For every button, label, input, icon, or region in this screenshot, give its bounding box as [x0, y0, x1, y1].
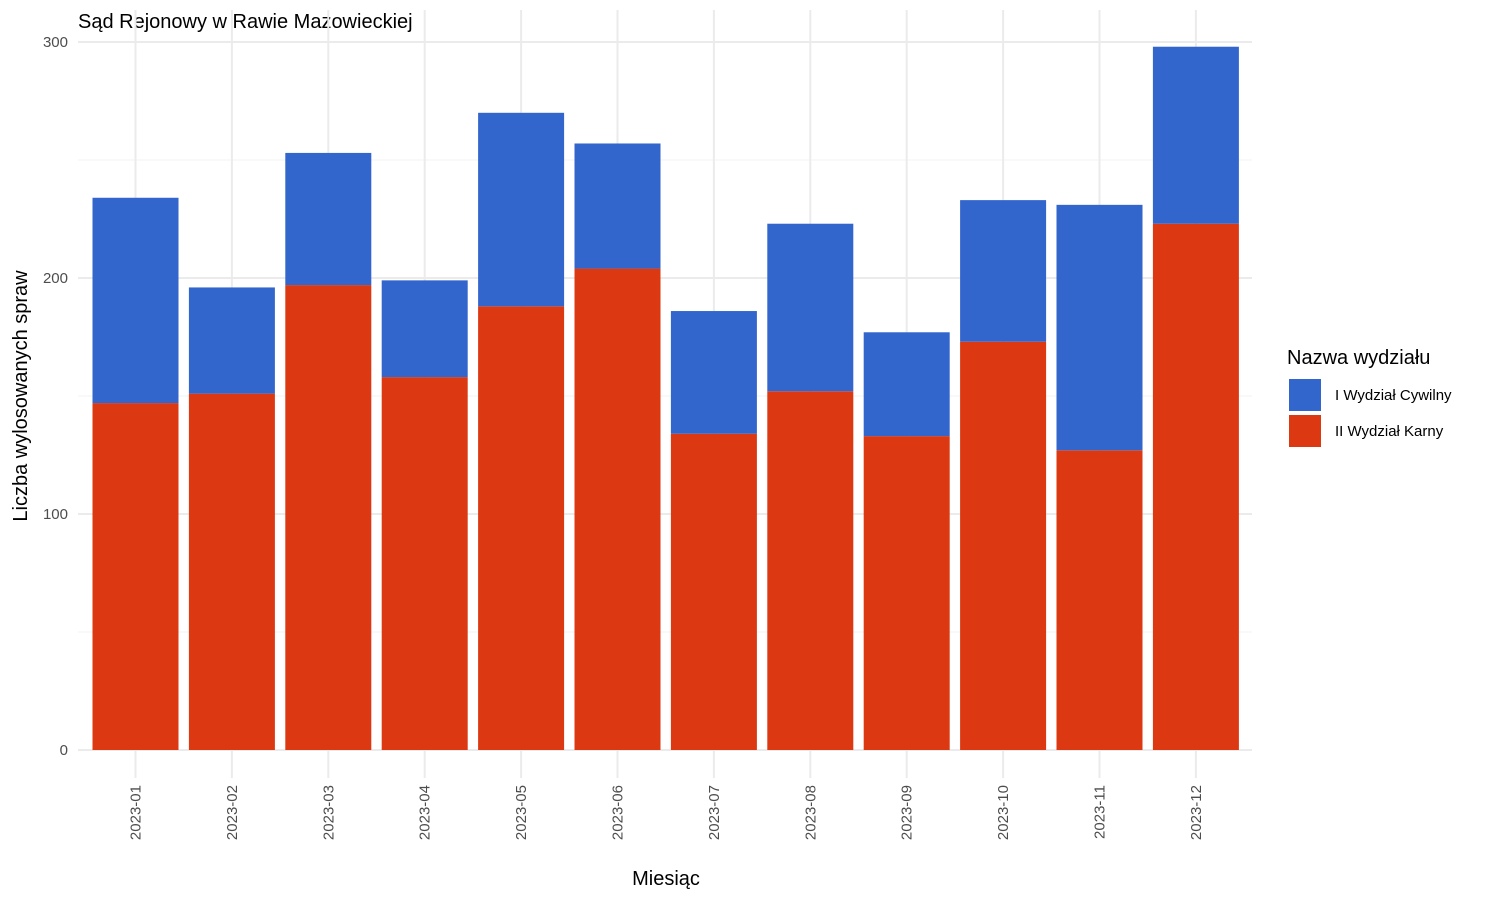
x-tick-label: 2023-09	[899, 785, 916, 840]
x-tick-label: 2023-03	[320, 785, 337, 840]
bar	[960, 200, 1047, 342]
x-tick-label: 2023-01	[128, 785, 145, 840]
x-tick-label: 2023-12	[1188, 785, 1205, 840]
bar	[767, 391, 854, 750]
bar	[285, 152, 372, 286]
y-tick-label: 0	[60, 742, 68, 759]
bar	[188, 287, 275, 394]
x-tick-label: 2023-10	[995, 785, 1012, 840]
bar	[767, 223, 854, 392]
legend-label: I Wydział Cywilny	[1335, 387, 1452, 404]
bar	[574, 143, 661, 269]
chart-title: Sąd Rejonowy w Rawie Mazowieckiej	[78, 11, 413, 33]
bar	[1152, 223, 1239, 751]
legend: Nazwa wydziału I Wydział Cywilny II Wydzi…	[1287, 347, 1452, 447]
y-tick-label: 100	[43, 506, 68, 523]
x-tick-label: 2023-08	[802, 785, 819, 840]
y-axis-title: Liczba wylosowanych spraw	[10, 270, 32, 522]
bar	[574, 268, 661, 750]
bars	[92, 46, 1239, 751]
y-tick-label: 300	[43, 34, 68, 51]
x-axis-title: Miesiąc	[632, 868, 700, 890]
bar	[863, 436, 950, 750]
bar	[478, 306, 565, 750]
bar	[381, 280, 468, 378]
y-tick-label: 200	[43, 270, 68, 287]
legend-label: II Wydział Karny	[1335, 423, 1444, 440]
bar	[670, 311, 757, 434]
x-tick-label: 2023-11	[1092, 785, 1109, 839]
x-tick-label: 2023-05	[513, 785, 530, 840]
bar	[478, 112, 565, 307]
bar	[381, 377, 468, 750]
bar	[92, 197, 179, 404]
x-axis-ticks: 2023-01 2023-02 2023-03 2023-04 2023-05 2023-…	[128, 785, 1205, 840]
bar	[670, 433, 757, 750]
bar	[863, 332, 950, 437]
x-tick-label: 2023-02	[224, 785, 241, 840]
bar	[1056, 450, 1143, 750]
legend-swatch	[1289, 415, 1321, 447]
bar	[1056, 204, 1143, 451]
legend-swatch	[1289, 379, 1321, 411]
bar	[92, 403, 179, 750]
legend-title: Nazwa wydziału	[1287, 347, 1430, 369]
bar	[960, 341, 1047, 750]
bar	[188, 393, 275, 750]
bar	[1152, 46, 1239, 224]
x-tick-label: 2023-06	[610, 785, 627, 840]
x-tick-label: 2023-07	[706, 785, 723, 840]
y-axis-ticks: 0 100 200 300	[43, 34, 68, 759]
bar	[285, 285, 372, 750]
x-tick-label: 2023-04	[417, 785, 434, 840]
